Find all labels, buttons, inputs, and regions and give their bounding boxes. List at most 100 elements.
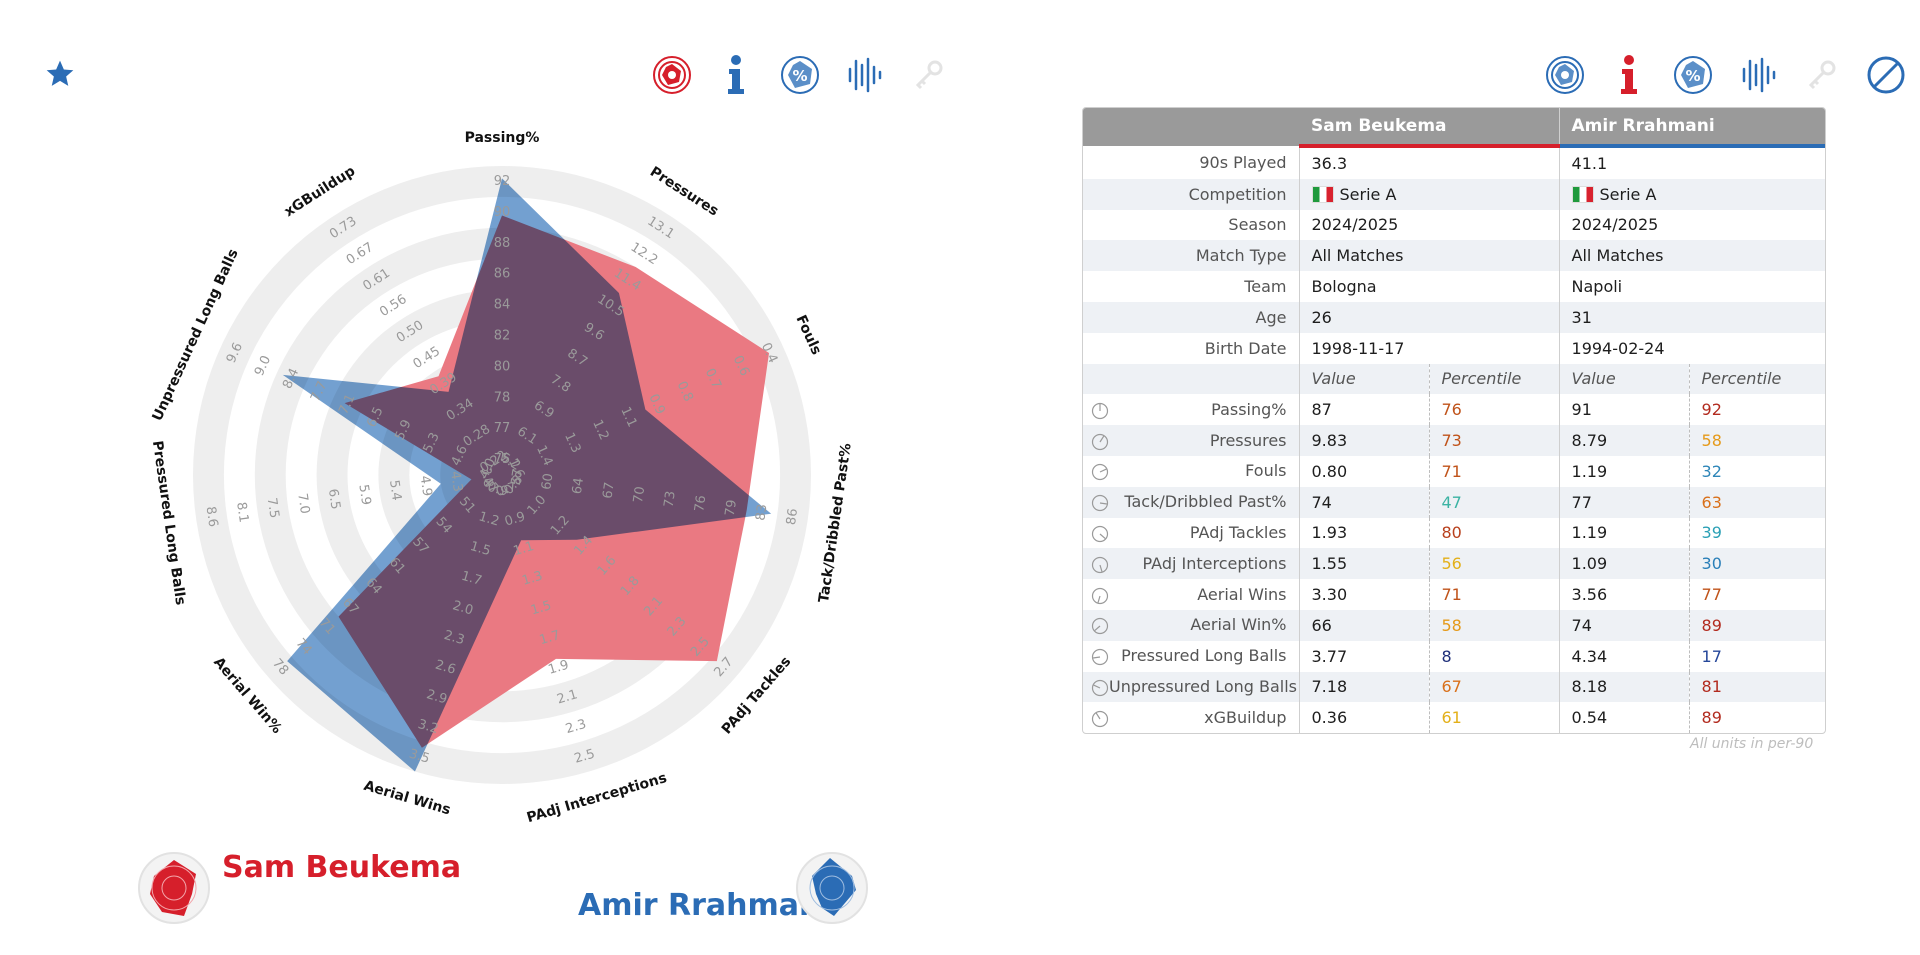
info-text: All Matches (1311, 246, 1404, 266)
radar-tick-label: 79 (723, 499, 740, 518)
player2-radar-logo (796, 852, 868, 924)
radar-target-icon[interactable] (652, 55, 692, 95)
svg-text:%: % (1685, 67, 1700, 85)
player2-value: 1.09 (1559, 548, 1690, 580)
player1-percentile: 61 (1429, 702, 1560, 734)
radar-tick-label: 2.5 (573, 747, 597, 767)
player2-info-value: 41.1 (1559, 146, 1825, 179)
player2-value: 77 (1559, 486, 1690, 518)
table-row: PAdj Interceptions 1.55 56 1.09 30 (1083, 548, 1825, 580)
radar-tick-label: 82 (494, 328, 511, 343)
radar-tick-label: 0.9 (503, 509, 527, 529)
player1-percentile: 47 (1429, 486, 1560, 518)
info-text: Serie A (1599, 184, 1657, 204)
info-text: 36.3 (1311, 153, 1348, 173)
player2-value: 8.79 (1559, 425, 1690, 456)
subheader-blank (1083, 363, 1300, 395)
info-icon[interactable] (725, 54, 747, 96)
header-blank (1083, 108, 1299, 146)
stat-label: PAdj Tackles (1083, 517, 1300, 549)
table-row: xGBuildup 0.36 61 0.54 89 (1083, 702, 1825, 734)
player1-percentile: 56 (1429, 548, 1560, 580)
table-row: Tack/Dribbled Past% 74 47 77 63 (1083, 486, 1825, 518)
waveform-icon[interactable] (1740, 55, 1776, 95)
player1-value: 0.36 (1299, 702, 1430, 734)
radar-tick-label: 75 (494, 452, 511, 467)
radar-axis-title: Passing% (465, 130, 540, 146)
table-row: Aerial Wins 3.30 71 3.56 77 (1083, 579, 1825, 610)
dial-icon (1091, 587, 1109, 604)
radar-tick-label: 60 (539, 472, 556, 491)
star-icon[interactable] (44, 58, 76, 90)
player1-info-value: Serie A (1299, 178, 1560, 210)
table-row: PAdj Tackles 1.93 80 1.19 39 (1083, 517, 1825, 549)
player1-info-value: Bologna (1299, 271, 1560, 302)
player1-info-value: 26 (1299, 301, 1560, 333)
radar-tick-label: 1.9 (547, 658, 571, 678)
stat-label-text: Fouls (1245, 461, 1287, 481)
dial-icon (1091, 464, 1109, 481)
percent-radar-icon[interactable]: % (1673, 55, 1713, 95)
radar-tick-label: 4.9 (417, 475, 435, 498)
radar-tick-label: 67 (600, 481, 617, 500)
radar-tick-label: 73 (662, 490, 679, 509)
player2-percentile: 39 (1701, 523, 1722, 543)
radar-tick-label: 5.4 (386, 479, 404, 502)
player1-value: 0.80 (1299, 455, 1430, 487)
player2-percentile: 89 (1701, 708, 1722, 728)
stat-label: Aerial Win% (1083, 609, 1300, 641)
radar-tick-label: 2.6 (433, 658, 457, 678)
table-row: Passing% 87 76 91 92 (1083, 394, 1825, 426)
radar-tick-label: 92 (494, 174, 511, 189)
player2-radar-area (282, 178, 772, 772)
prohibited-icon[interactable] (1866, 55, 1906, 95)
svg-text:%: % (792, 67, 807, 85)
radar-tick-label: 4.3 (447, 470, 465, 493)
table-row: Pressured Long Balls 3.77 8 4.34 17 (1083, 640, 1825, 672)
info-text: 31 (1571, 307, 1592, 327)
radar-tick-label: 8.1 (233, 501, 251, 524)
player2-percentile: 32 (1701, 461, 1722, 481)
waveform-icon[interactable] (846, 55, 882, 95)
player2-info-value: Napoli (1559, 271, 1825, 302)
table-row: Competition Serie A Serie A (1083, 178, 1825, 210)
row-label: Match Type (1083, 240, 1300, 272)
player1-info-value: All Matches (1299, 240, 1560, 272)
player2-value: 74 (1559, 609, 1690, 641)
player2-value: 8.18 (1559, 671, 1690, 703)
radar-tick-label: 3.2 (416, 717, 440, 737)
radar-tick-label: 57 (509, 468, 526, 487)
player1-percentile: 73 (1429, 425, 1560, 456)
info-text: 41.1 (1571, 153, 1608, 173)
info-text: Serie A (1339, 184, 1397, 204)
player1-percentile: 58 (1429, 609, 1560, 641)
radar-axis-title: Aerial Wins (362, 778, 453, 819)
radar-chart: 757778808284868890925.26.16.97.88.79.610… (149, 130, 855, 826)
radar-tick-label: 86 (784, 508, 801, 527)
radar-tick-label: 83 (753, 503, 770, 522)
radar-tick-label: 7.0 (294, 492, 312, 515)
table-row: Birth Date 1998-11-17 1994-02-24 (1083, 332, 1825, 364)
info-text: 26 (1311, 307, 1332, 327)
table-row: Fouls 0.80 71 1.19 32 (1083, 455, 1825, 487)
key-icon[interactable] (1806, 58, 1838, 90)
player2-name: Amir Rrahmani (578, 888, 831, 923)
radar-tick-label: 1.1 (512, 539, 536, 559)
table-row: Age 26 31 (1083, 301, 1825, 333)
player1-percentile: 71 (1429, 455, 1560, 487)
info-icon[interactable] (1618, 54, 1640, 96)
dial-icon (1091, 556, 1109, 573)
radar-target-icon[interactable] (1545, 55, 1585, 95)
radar-tick-label: 3.5 (407, 747, 431, 767)
radar-tick-label: 1.7 (538, 628, 562, 648)
player2-percentile: 17 (1701, 646, 1722, 666)
comparison-table: Sam Beukema Amir Rrahmani 90s Played 36.3… (1082, 107, 1826, 735)
percent-radar-icon[interactable]: % (780, 55, 820, 95)
radar-tick-label: 7.5 (264, 497, 282, 520)
stat-label-text: Aerial Win% (1190, 615, 1287, 635)
stat-label: Pressures (1083, 425, 1300, 456)
dial-icon (1091, 495, 1109, 512)
player2-info-value: All Matches (1559, 240, 1825, 272)
player1-value: 3.77 (1299, 640, 1430, 672)
key-icon[interactable] (913, 58, 945, 90)
